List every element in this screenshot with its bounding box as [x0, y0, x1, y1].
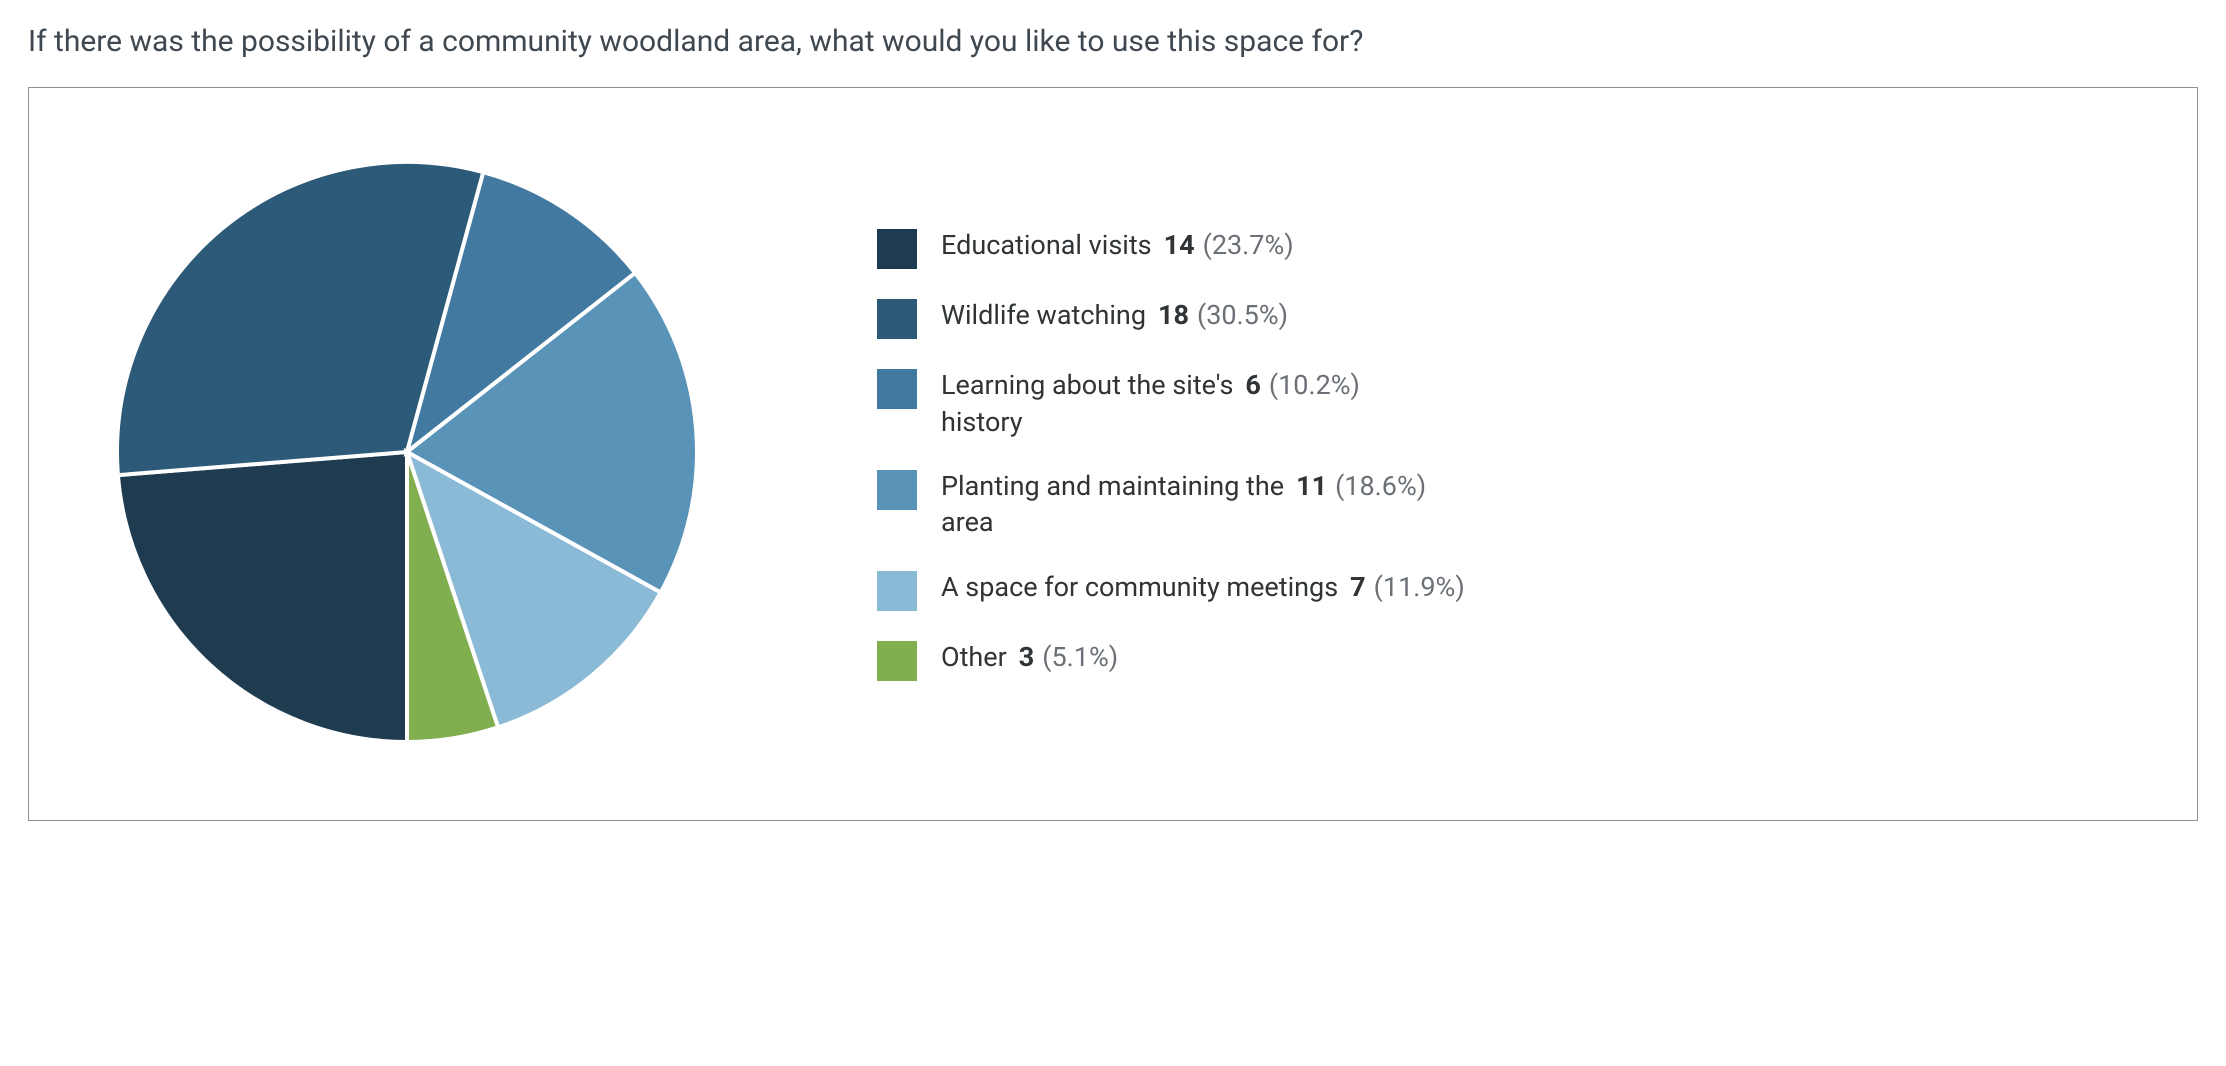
- legend-item: Planting and maintaining the 11(18.6%)are…: [877, 468, 1465, 541]
- legend-percent: (10.2%): [1269, 369, 1360, 401]
- legend-text: Learning about the site's 6(10.2%)history: [941, 367, 1360, 440]
- legend-percent: (18.6%): [1335, 470, 1426, 502]
- legend-label: Educational visits: [941, 229, 1152, 261]
- legend-swatch: [877, 470, 917, 510]
- legend-swatch: [877, 299, 917, 339]
- legend-count: 6: [1245, 369, 1261, 401]
- legend-text: Other 3(5.1%): [941, 639, 1118, 675]
- legend-swatch: [877, 369, 917, 409]
- pie-slice: [118, 452, 407, 742]
- legend: Educational visits 14(23.7%) Wildlife watc…: [877, 227, 1465, 681]
- legend-count: 14: [1164, 229, 1195, 261]
- legend-percent: (11.9%): [1374, 571, 1465, 603]
- legend-swatch: [877, 641, 917, 681]
- legend-text: A space for community meetings 7(11.9%): [941, 569, 1465, 605]
- legend-label: Learning about the site's: [941, 369, 1233, 401]
- legend-swatch: [877, 571, 917, 611]
- legend-percent: (30.5%): [1197, 299, 1288, 331]
- legend-item: Wildlife watching 18(30.5%): [877, 297, 1465, 339]
- legend-swatch: [877, 229, 917, 269]
- legend-count: 3: [1019, 641, 1035, 673]
- legend-label: Wildlife watching: [941, 299, 1146, 331]
- legend-label-extra: history: [941, 404, 1360, 440]
- chart-panel: Educational visits 14(23.7%) Wildlife watc…: [28, 87, 2198, 821]
- legend-item: Other 3(5.1%): [877, 639, 1465, 681]
- legend-label: Other: [941, 641, 1007, 673]
- legend-item: Educational visits 14(23.7%): [877, 227, 1465, 269]
- legend-label-extra: area: [941, 504, 1426, 540]
- pie-chart: [77, 112, 737, 796]
- legend-text: Wildlife watching 18(30.5%): [941, 297, 1288, 333]
- legend-item: Learning about the site's 6(10.2%)history: [877, 367, 1465, 440]
- legend-percent: (5.1%): [1042, 641, 1118, 673]
- legend-label: A space for community meetings: [941, 571, 1338, 603]
- legend-percent: (23.7%): [1203, 229, 1294, 261]
- legend-text: Planting and maintaining the 11(18.6%)are…: [941, 468, 1426, 541]
- legend-count: 11: [1296, 470, 1327, 502]
- legend-text: Educational visits 14(23.7%): [941, 227, 1294, 263]
- chart-title: If there was the possibility of a commun…: [28, 24, 2198, 59]
- legend-label: Planting and maintaining the: [941, 470, 1284, 502]
- legend-count: 18: [1158, 299, 1189, 331]
- legend-item: A space for community meetings 7(11.9%): [877, 569, 1465, 611]
- legend-count: 7: [1350, 571, 1366, 603]
